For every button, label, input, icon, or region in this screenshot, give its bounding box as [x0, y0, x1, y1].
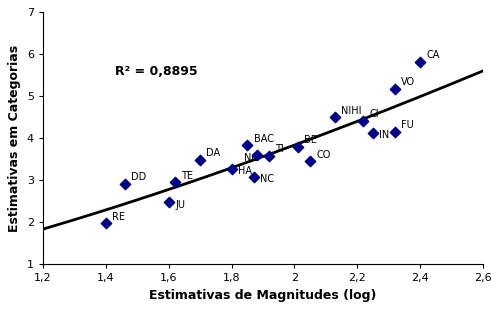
- Point: [369, 130, 377, 135]
- Text: TE: TE: [182, 170, 194, 181]
- Point: [252, 153, 260, 157]
- Text: NIHI: NIHI: [342, 105, 362, 116]
- Point: [391, 86, 399, 91]
- Point: [294, 144, 302, 149]
- Point: [360, 118, 368, 123]
- Text: CI: CI: [370, 109, 380, 119]
- Point: [120, 181, 128, 186]
- Point: [250, 174, 258, 179]
- Point: [391, 130, 399, 135]
- Point: [171, 180, 179, 185]
- Text: BE: BE: [304, 135, 316, 145]
- Text: DD: DD: [131, 172, 146, 182]
- Text: BAC: BAC: [254, 134, 274, 144]
- Point: [265, 153, 273, 158]
- Point: [228, 166, 235, 171]
- Point: [416, 59, 424, 64]
- Point: [331, 115, 339, 120]
- X-axis label: Estimativas de Magnitudes (log): Estimativas de Magnitudes (log): [150, 289, 376, 302]
- Text: VO: VO: [401, 77, 415, 87]
- Point: [102, 221, 110, 226]
- Text: NO: NO: [244, 153, 259, 162]
- Text: HA: HA: [238, 166, 252, 176]
- Text: CA: CA: [426, 50, 440, 60]
- Text: CO: CO: [316, 150, 330, 160]
- Text: RE: RE: [112, 212, 125, 222]
- Text: FU: FU: [401, 120, 414, 130]
- Text: IN: IN: [379, 130, 390, 140]
- Point: [243, 143, 251, 148]
- Text: TI: TI: [276, 144, 284, 154]
- Y-axis label: Estimativas em Categorias: Estimativas em Categorias: [8, 45, 22, 232]
- Text: JU: JU: [175, 200, 185, 210]
- Point: [196, 157, 204, 162]
- Point: [164, 200, 172, 205]
- Text: DA: DA: [206, 148, 220, 158]
- Text: R² = 0,8895: R² = 0,8895: [116, 65, 198, 78]
- Point: [306, 159, 314, 164]
- Text: NC: NC: [260, 174, 274, 184]
